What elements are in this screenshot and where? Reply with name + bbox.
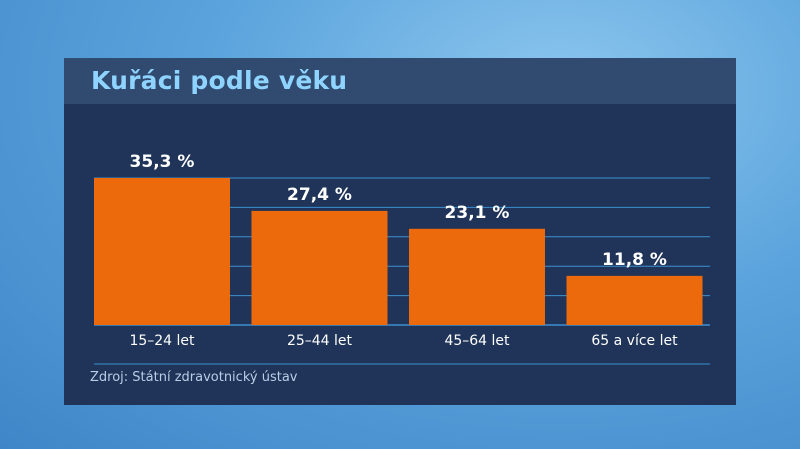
category-label: 15–24 let (129, 333, 195, 349)
data-label: 11,8 % (602, 250, 667, 270)
title-bar: Kuřáci podle věku (64, 58, 736, 104)
data-label: 35,3 % (130, 152, 195, 172)
bar (251, 210, 388, 325)
category-label: 65 a více let (591, 333, 678, 349)
bar (566, 275, 703, 325)
data-label: 27,4 % (287, 185, 352, 205)
chart-title: Kuřáci podle věku (91, 66, 348, 95)
chart-source: Zdroj: Státní zdravotnický ústav (90, 370, 298, 385)
bar (409, 228, 545, 325)
category-label: 25–44 let (287, 333, 353, 349)
category-label: 45–64 let (444, 333, 510, 349)
bar (94, 178, 230, 325)
data-label: 23,1 % (445, 203, 510, 223)
